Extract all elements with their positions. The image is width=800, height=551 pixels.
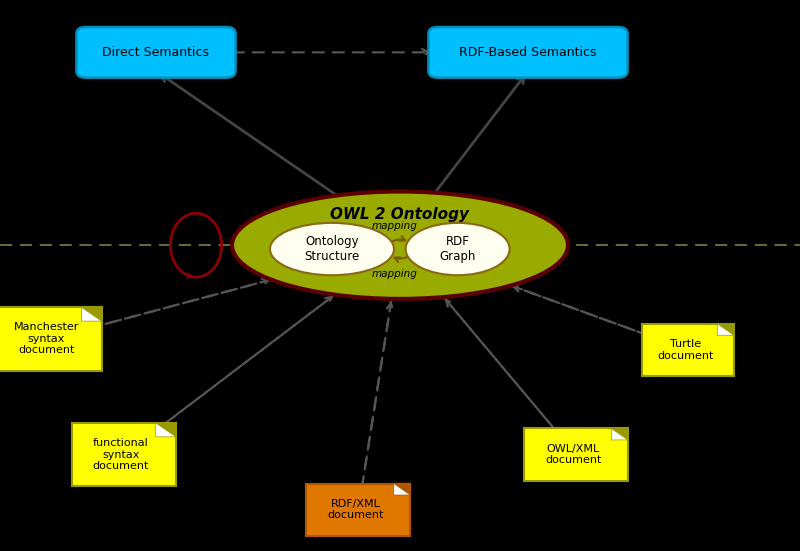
Text: Direct Semantics: Direct Semantics: [102, 46, 210, 59]
FancyBboxPatch shape: [429, 27, 628, 78]
Text: RDF/XML
document: RDF/XML document: [328, 499, 384, 521]
FancyBboxPatch shape: [72, 423, 176, 487]
Polygon shape: [394, 484, 410, 495]
Text: OWL 2 Ontology: OWL 2 Ontology: [330, 207, 470, 223]
Polygon shape: [82, 307, 102, 321]
FancyBboxPatch shape: [77, 27, 235, 78]
Polygon shape: [394, 484, 410, 495]
FancyBboxPatch shape: [306, 484, 410, 536]
Text: Manchester
syntax
document: Manchester syntax document: [14, 322, 79, 355]
FancyBboxPatch shape: [524, 429, 628, 480]
Text: RDF-Based Semantics: RDF-Based Semantics: [459, 46, 597, 59]
Polygon shape: [156, 423, 176, 437]
Text: OWL/XML
document: OWL/XML document: [546, 444, 602, 466]
Polygon shape: [718, 324, 734, 335]
Ellipse shape: [232, 191, 568, 299]
Polygon shape: [156, 423, 176, 437]
Text: Ontology
Structure: Ontology Structure: [304, 235, 360, 263]
Text: functional
syntax
document: functional syntax document: [93, 438, 149, 471]
Ellipse shape: [270, 223, 394, 275]
Text: mapping: mapping: [372, 221, 418, 231]
Polygon shape: [82, 307, 102, 321]
FancyBboxPatch shape: [642, 324, 734, 376]
Text: RDF
Graph: RDF Graph: [439, 235, 476, 263]
Polygon shape: [611, 429, 628, 440]
FancyBboxPatch shape: [0, 307, 102, 370]
Polygon shape: [718, 324, 734, 335]
Polygon shape: [611, 429, 628, 440]
Text: mapping: mapping: [372, 269, 418, 279]
Ellipse shape: [406, 223, 510, 275]
Text: Turtle
document: Turtle document: [658, 339, 714, 361]
